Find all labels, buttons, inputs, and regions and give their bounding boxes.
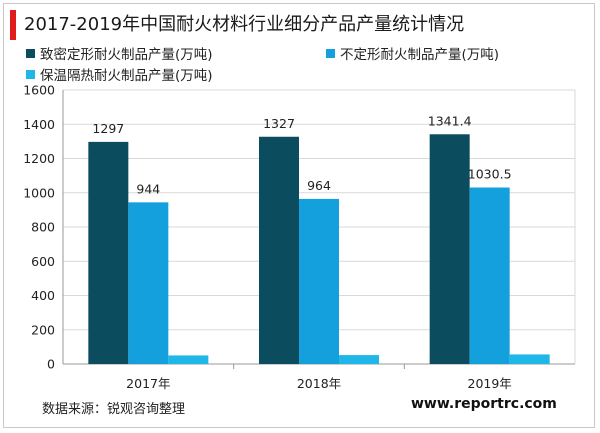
y-tick-label: 400 — [31, 288, 55, 303]
legend-swatch-series-2 — [326, 49, 335, 58]
chart-frame — [3, 3, 595, 428]
y-tick-label: 1400 — [23, 117, 55, 132]
bar-3-1 — [168, 355, 209, 364]
data-label: 1341.4 — [428, 113, 472, 128]
y-tick-label: 600 — [31, 254, 55, 269]
legend-label-series-3: 保温隔热耐火制品产量(万吨) — [40, 68, 213, 84]
y-tick-label: 1000 — [23, 185, 55, 200]
legend-swatch-series-3 — [26, 70, 35, 79]
legend-item-series-2: 不定形耐火制品产量(万吨) — [326, 46, 499, 64]
bar-3-2 — [339, 355, 379, 364]
x-tick-label: 2017年 — [126, 376, 170, 391]
data-label: 1030.5 — [468, 167, 512, 182]
x-tick-label: 2018年 — [297, 376, 341, 391]
bar-3-3 — [509, 354, 550, 364]
data-label: 964 — [307, 178, 331, 193]
bar-2-2 — [299, 198, 339, 364]
y-tick-label: 800 — [31, 220, 55, 235]
bar-1-1 — [88, 141, 129, 364]
y-tick-label: 1600 — [23, 83, 55, 98]
source-note: 数据来源：锐观咨询整理 — [42, 402, 186, 417]
data-label: 1327 — [263, 116, 295, 131]
bar-1-2 — [259, 136, 299, 364]
y-tick-label: 200 — [31, 322, 55, 337]
bar-1-3 — [429, 134, 470, 364]
chart-title: 2017-2019年中国耐火材料行业细分产品产量统计情况 — [24, 14, 465, 35]
legend-item-series-3: 保温隔热耐火制品产量(万吨) — [26, 67, 213, 85]
y-tick-label: 0 — [47, 357, 55, 372]
legend-label-series-1: 致密定形耐火制品产量(万吨) — [40, 47, 213, 63]
bar-2-3 — [469, 187, 510, 364]
x-tick-label: 2019年 — [468, 376, 512, 391]
website-watermark: www.reportrc.com — [411, 396, 557, 412]
legend-swatch-series-1 — [26, 49, 35, 58]
data-label: 1297 — [92, 121, 124, 136]
legend-label-series-2: 不定形耐火制品产量(万吨) — [340, 47, 500, 63]
bar-2-1 — [128, 202, 169, 364]
data-label: 944 — [136, 181, 160, 196]
y-tick-label: 1200 — [23, 151, 55, 166]
title-accent-bar — [10, 10, 16, 40]
legend-item-series-1: 致密定形耐火制品产量(万吨) — [26, 46, 213, 64]
